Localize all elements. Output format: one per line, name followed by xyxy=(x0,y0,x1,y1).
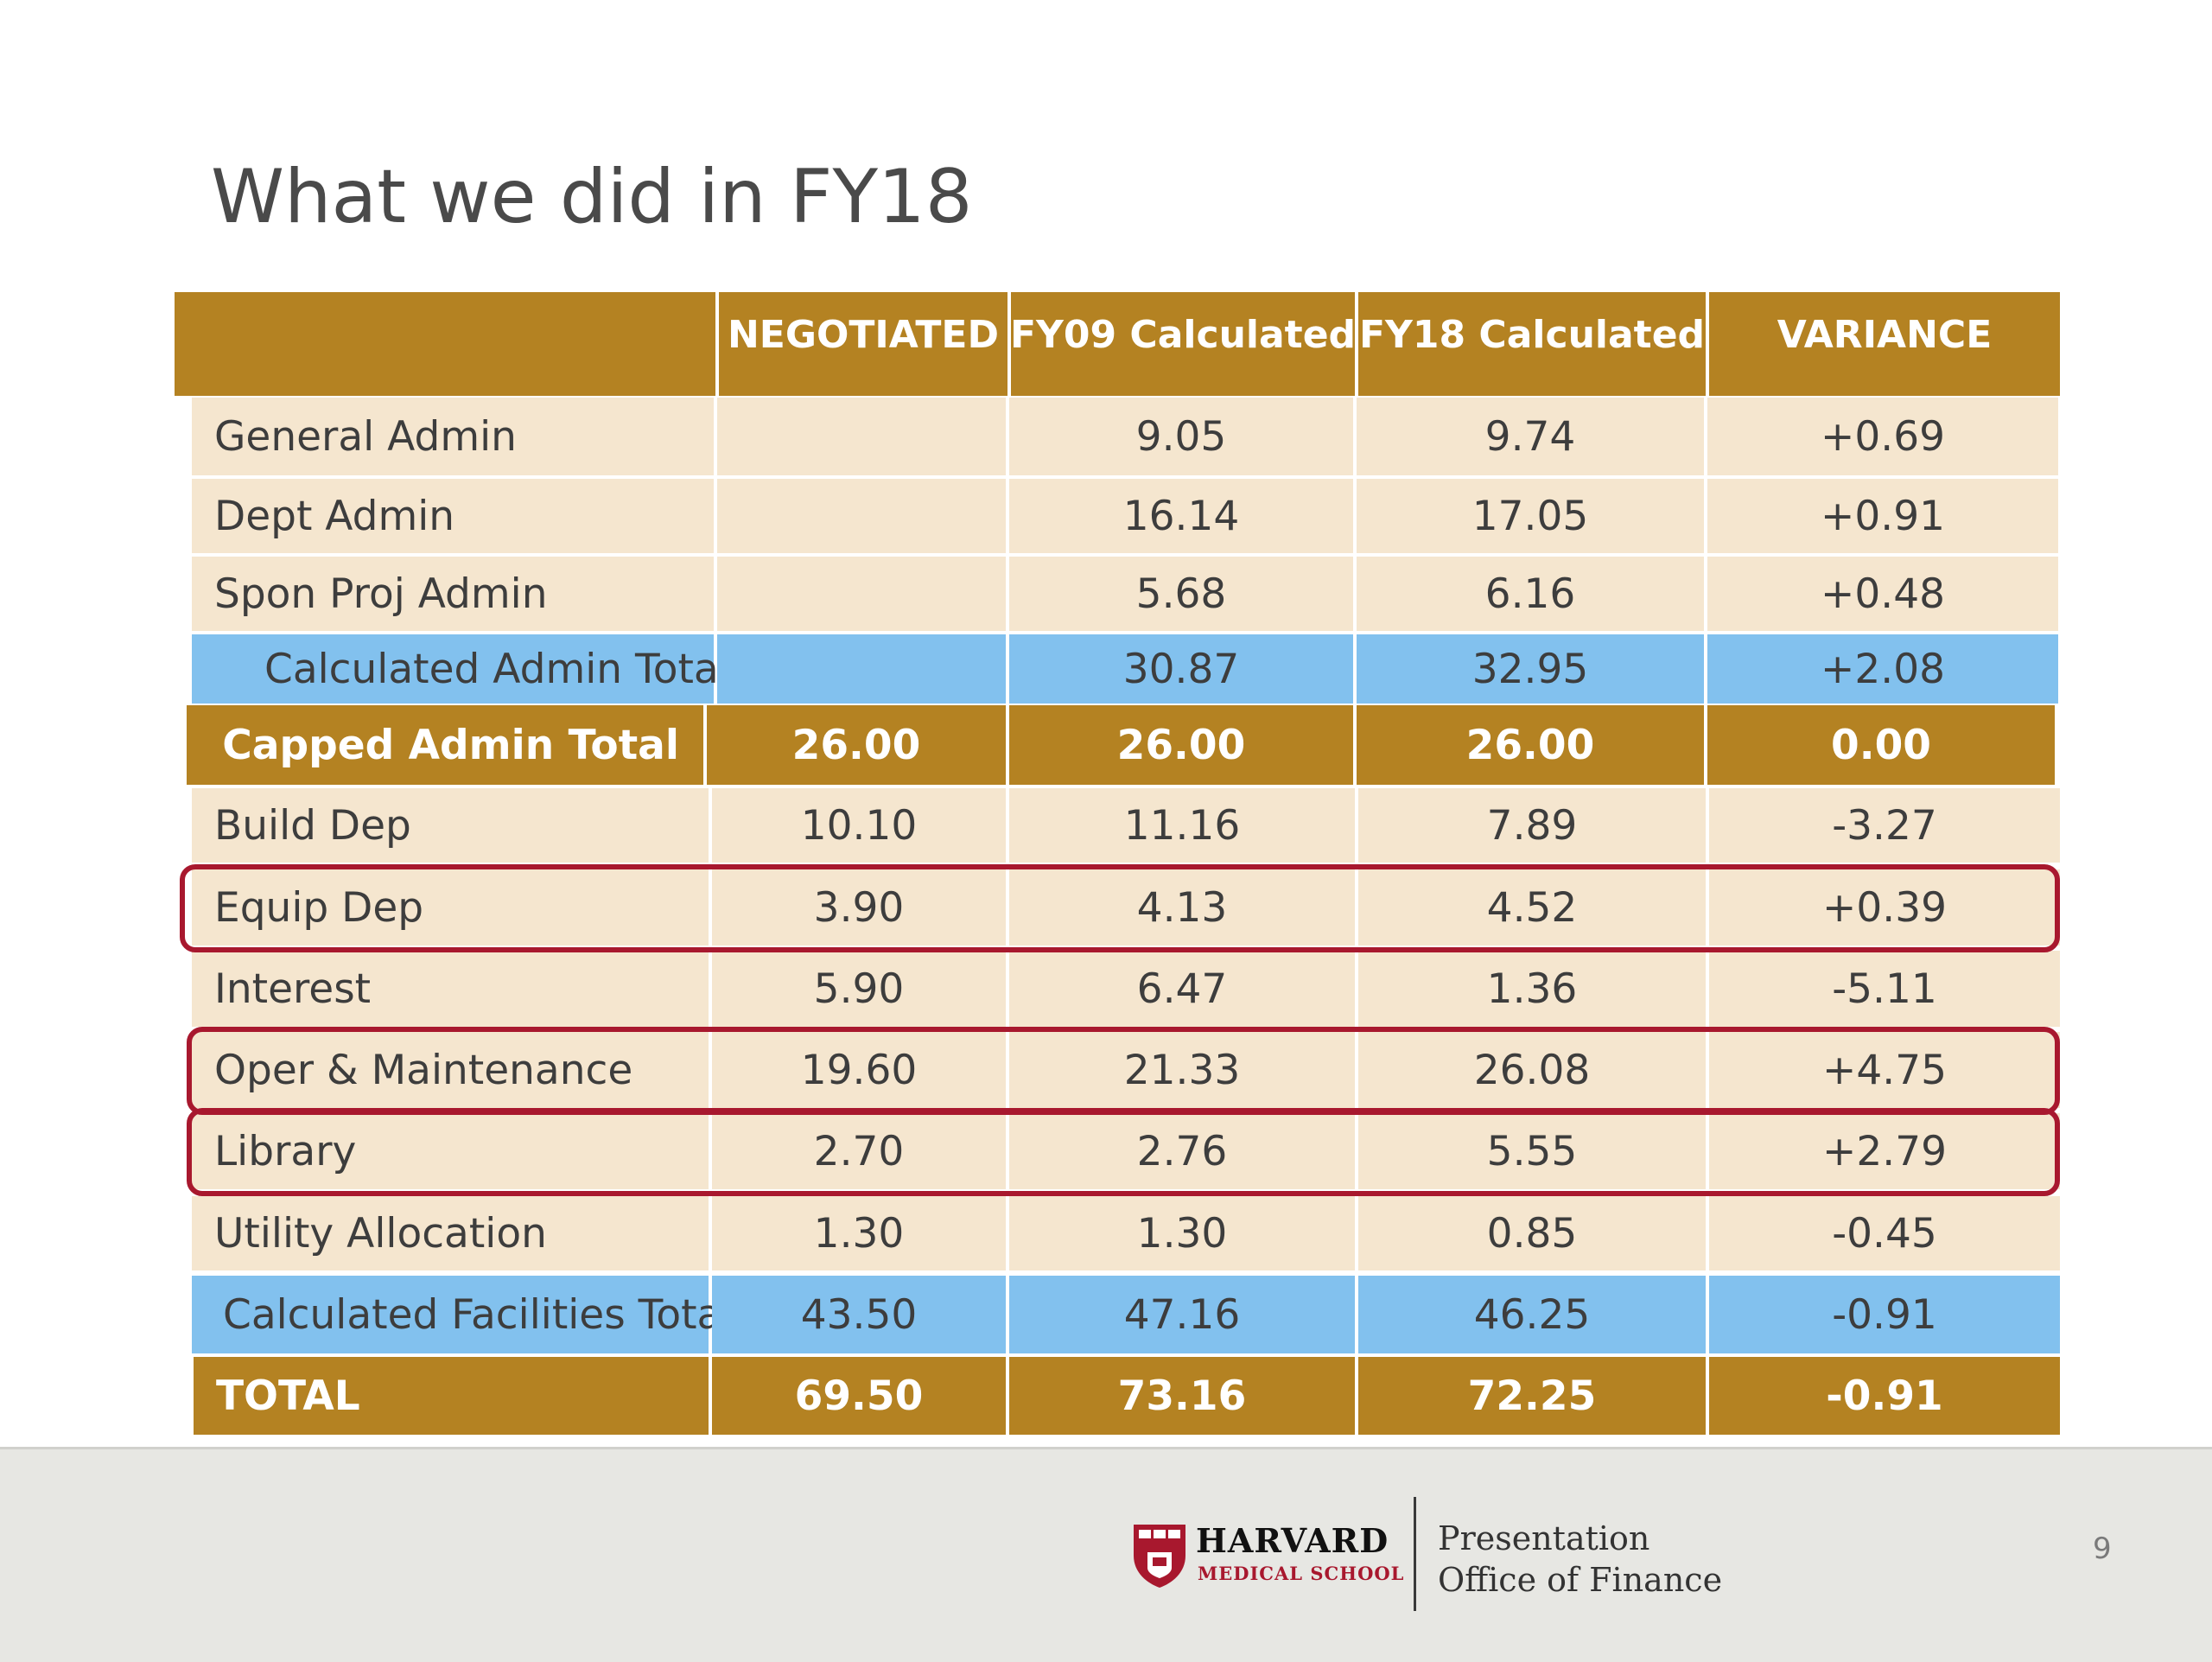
cell-negotiated: 69.50 xyxy=(712,1357,1009,1435)
cell-variance: +0.91 xyxy=(1707,479,2058,553)
page-number: 9 xyxy=(2093,1531,2112,1566)
cell-negotiated: 1.30 xyxy=(712,1196,1009,1270)
header-cell-negotiated: NEGOTIATED xyxy=(719,292,1011,396)
cell-variance: -0.91 xyxy=(1709,1357,2060,1435)
logo-harvard-text: HARVARD xyxy=(1196,1521,1389,1560)
header-cell-fy18: FY18 Calculated xyxy=(1358,292,1709,396)
cell-fy18: 72.25 xyxy=(1358,1357,1709,1435)
cell-fy09: 16.14 xyxy=(1009,479,1357,553)
cell-variance: +2.08 xyxy=(1707,634,2058,704)
row-highlight-outline xyxy=(187,1108,2060,1196)
row-label: TOTAL xyxy=(194,1357,712,1435)
cell-negotiated: 3.90 xyxy=(712,869,1009,946)
cell-fy09: 21.33 xyxy=(1009,1032,1358,1108)
cell-negotiated: 5.90 xyxy=(712,951,1009,1027)
slide-title: What we did in FY18 xyxy=(211,154,973,240)
cell-fy09: 1.30 xyxy=(1009,1196,1358,1270)
cell-fy09: 47.16 xyxy=(1009,1276,1358,1353)
cell-variance: +0.69 xyxy=(1707,398,2058,475)
cell-negotiated xyxy=(717,398,1009,475)
cell-fy09: 11.16 xyxy=(1009,788,1358,863)
cell-negotiated: 19.60 xyxy=(712,1032,1009,1108)
cell-fy18: 26.00 xyxy=(1357,705,1707,785)
cell-negotiated xyxy=(717,479,1009,553)
cell-negotiated: 10.10 xyxy=(712,788,1009,863)
row-label: Oper & Maintenance xyxy=(192,1032,712,1108)
cell-fy09: 5.68 xyxy=(1009,557,1357,631)
footer-divider xyxy=(1414,1497,1416,1611)
row-label: Calculated Facilities Total xyxy=(192,1276,733,1353)
table-row: Spon Proj Admin 5.68 6.16 +0.48 xyxy=(192,557,2058,631)
cell-fy09: 26.00 xyxy=(1009,705,1357,785)
presentation-label: Presentation xyxy=(1438,1519,1650,1557)
cell-fy09: 4.13 xyxy=(1009,869,1358,946)
cell-variance: +0.39 xyxy=(1709,869,2060,946)
cell-variance: -3.27 xyxy=(1709,788,2060,863)
harvard-shield-icon xyxy=(1134,1525,1185,1588)
logo-school-text: MEDICAL SCHOOL xyxy=(1198,1563,1405,1584)
cell-negotiated xyxy=(717,634,1009,704)
table-row: Calculated Admin Total 30.87 32.95 +2.08 xyxy=(192,634,2058,704)
cell-fy09: 9.05 xyxy=(1009,398,1357,475)
cell-fy18: 46.25 xyxy=(1358,1276,1709,1353)
row-label: Utility Allocation xyxy=(192,1196,712,1270)
cell-negotiated: 26.00 xyxy=(707,705,1009,785)
cell-fy18: 1.36 xyxy=(1358,951,1709,1027)
cell-fy18: 17.05 xyxy=(1357,479,1707,553)
row-label: Build Dep xyxy=(192,788,712,863)
row-label: Calculated Admin Total xyxy=(192,634,730,704)
row-highlight-outline xyxy=(187,1027,2060,1115)
cell-variance: +0.48 xyxy=(1707,557,2058,631)
cell-fy18: 7.89 xyxy=(1358,788,1709,863)
header-cell-variance: VARIANCE xyxy=(1709,292,2060,396)
cell-negotiated: 2.70 xyxy=(712,1113,1009,1189)
table-row: Library 2.70 2.76 5.55 +2.79 xyxy=(192,1113,2060,1189)
cell-fy09: 6.47 xyxy=(1009,951,1358,1027)
cell-variance: -5.11 xyxy=(1709,951,2060,1027)
table-header-row: NEGOTIATED FY09 Calculated FY18 Calculat… xyxy=(175,292,2060,396)
table-row: Utility Allocation 1.30 1.30 0.85 -0.45 xyxy=(192,1196,2060,1270)
cell-fy18: 9.74 xyxy=(1357,398,1707,475)
cell-negotiated: 43.50 xyxy=(712,1276,1009,1353)
cell-fy09: 73.16 xyxy=(1009,1357,1358,1435)
cell-variance: -0.91 xyxy=(1709,1276,2060,1353)
table-row: Oper & Maintenance 19.60 21.33 26.08 +4.75 xyxy=(192,1032,2060,1108)
row-label: Capped Admin Total xyxy=(187,705,707,785)
cell-fy18: 26.08 xyxy=(1358,1032,1709,1108)
slide-footer xyxy=(0,1447,2212,1662)
cell-fy09: 2.76 xyxy=(1009,1113,1358,1189)
cell-fy18: 0.85 xyxy=(1358,1196,1709,1270)
table-row: Build Dep 10.10 11.16 7.89 -3.27 xyxy=(192,788,2060,863)
cell-variance: +2.79 xyxy=(1709,1113,2060,1189)
cell-negotiated xyxy=(717,557,1009,631)
table-row: Capped Admin Total 26.00 26.00 26.00 0.00 xyxy=(187,705,2055,785)
row-label: General Admin xyxy=(192,398,717,475)
table-row: Interest 5.90 6.47 1.36 -5.11 xyxy=(192,951,2060,1027)
cell-variance: +4.75 xyxy=(1709,1032,2060,1108)
row-label: Dept Admin xyxy=(192,479,717,553)
cell-fy18: 5.55 xyxy=(1358,1113,1709,1189)
row-label: Spon Proj Admin xyxy=(192,557,717,631)
header-cell-fy09: FY09 Calculated xyxy=(1010,292,1358,396)
row-label: Library xyxy=(192,1113,712,1189)
table-row: Calculated Facilities Total 43.50 47.16 46.… xyxy=(192,1276,2060,1353)
cell-fy18: 4.52 xyxy=(1358,869,1709,946)
cell-variance: 0.00 xyxy=(1707,705,2055,785)
row-label: Interest xyxy=(192,951,712,1027)
table-row: Equip Dep 3.90 4.13 4.52 +0.39 xyxy=(192,869,2060,946)
table-row: Dept Admin 16.14 17.05 +0.91 xyxy=(192,479,2058,553)
cell-fy18: 6.16 xyxy=(1357,557,1707,631)
cell-fy18: 32.95 xyxy=(1357,634,1707,704)
table-row: General Admin 9.05 9.74 +0.69 xyxy=(192,398,2058,475)
header-cell-label xyxy=(175,292,719,396)
cell-fy09: 30.87 xyxy=(1009,634,1357,704)
row-highlight-outline xyxy=(180,864,2060,952)
table-row: TOTAL 69.50 73.16 72.25 -0.91 xyxy=(194,1357,2060,1435)
office-label: Office of Finance xyxy=(1438,1561,1723,1599)
cell-variance: -0.45 xyxy=(1709,1196,2060,1270)
row-label: Equip Dep xyxy=(192,869,712,946)
